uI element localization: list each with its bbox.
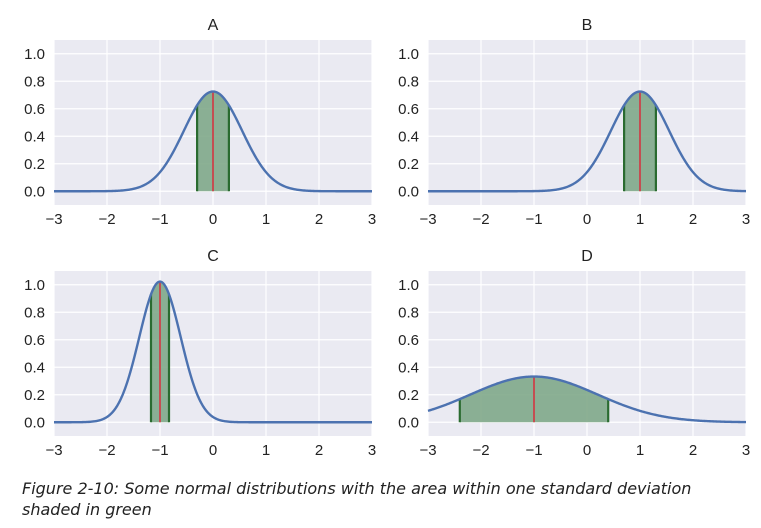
panel-d: −3 −2 −1 0 1 2 3 0.0 0.2 0.4 0.6 0.8 1.0 D xyxy=(398,248,750,459)
y-tick-label: 1.0 xyxy=(398,277,419,294)
density-curve xyxy=(53,90,373,193)
x-tick-label: −2 xyxy=(98,442,115,459)
x-tick-label: −1 xyxy=(151,211,168,228)
x-tick-label: 0 xyxy=(209,211,217,228)
y-tick-label: 0.8 xyxy=(398,304,419,321)
x-tick-label: 0 xyxy=(209,442,217,459)
panel-title: A xyxy=(208,17,219,34)
x-tick-label: 1 xyxy=(636,442,644,459)
x-tick-label: 3 xyxy=(368,211,376,228)
y-tick-label: 0.6 xyxy=(398,332,419,349)
x-tick-label: 2 xyxy=(315,211,323,228)
y-tick-label: 0.0 xyxy=(398,414,419,431)
y-tick-label: 0.2 xyxy=(398,387,419,404)
y-tick-label: 0.4 xyxy=(24,128,45,145)
x-tick-label: −1 xyxy=(525,442,542,459)
y-tick-label: 0.8 xyxy=(24,73,45,90)
y-tick-label: 0.2 xyxy=(24,156,45,173)
density-curve xyxy=(53,280,373,424)
y-tick-label: 0.8 xyxy=(24,304,45,321)
y-tick-label: 0.2 xyxy=(398,156,419,173)
density-curve xyxy=(427,375,747,424)
x-tick-label: 3 xyxy=(742,442,750,459)
x-tick-label: −2 xyxy=(472,442,489,459)
y-tick-label: 1.0 xyxy=(398,46,419,63)
x-tick-label: −3 xyxy=(45,211,62,228)
x-tick-label: 3 xyxy=(368,442,376,459)
x-tick-label: −3 xyxy=(419,211,436,228)
y-tick-label: 0.0 xyxy=(24,183,45,200)
x-tick-label: 2 xyxy=(689,211,697,228)
panel-c: −3 −2 −1 0 1 2 3 0.0 0.2 0.4 0.6 0.8 1.0 C xyxy=(24,248,376,459)
density-curve xyxy=(427,90,747,193)
y-tick-label: 0.4 xyxy=(398,359,419,376)
x-tick-label: 1 xyxy=(262,211,270,228)
panel-title: B xyxy=(582,17,593,34)
y-tick-label: 0.0 xyxy=(24,414,45,431)
y-tick-label: 0.6 xyxy=(24,101,45,118)
x-tick-label: −2 xyxy=(472,211,489,228)
y-tick-label: 0.8 xyxy=(398,73,419,90)
x-tick-label: 2 xyxy=(315,442,323,459)
y-tick-label: 0.6 xyxy=(398,101,419,118)
x-tick-label: 1 xyxy=(262,442,270,459)
x-tick-label: −3 xyxy=(45,442,62,459)
panel-b: −3 −2 −1 0 1 2 3 0.0 0.2 0.4 0.6 0.8 1.0 B xyxy=(398,17,750,228)
x-tick-label: 0 xyxy=(583,442,591,459)
figure: −3 −2 −1 0 1 2 3 0.0 0.2 0.4 0.6 0.8 1.0 A −3 −2 −1 0 1 2 3 0… xyxy=(24,17,750,459)
x-tick-label: −1 xyxy=(525,211,542,228)
y-tick-label: 0.4 xyxy=(24,359,45,376)
figure-caption: Figure 2-10: Some normal distributions w… xyxy=(22,479,692,519)
panel-title: D xyxy=(581,248,593,265)
x-tick-label: 1 xyxy=(636,211,644,228)
panel-title: C xyxy=(207,248,219,265)
panel-a: −3 −2 −1 0 1 2 3 0.0 0.2 0.4 0.6 0.8 1.0 A xyxy=(24,17,376,228)
x-tick-label: −3 xyxy=(419,442,436,459)
y-tick-label: 0.2 xyxy=(24,387,45,404)
y-tick-label: 1.0 xyxy=(24,277,45,294)
x-tick-label: −2 xyxy=(98,211,115,228)
x-tick-label: 3 xyxy=(742,211,750,228)
y-tick-label: 1.0 xyxy=(24,46,45,63)
x-tick-label: −1 xyxy=(151,442,168,459)
x-tick-label: 0 xyxy=(583,211,591,228)
x-tick-label: 2 xyxy=(689,442,697,459)
y-tick-label: 0.6 xyxy=(24,332,45,349)
y-tick-label: 0.0 xyxy=(398,183,419,200)
y-tick-label: 0.4 xyxy=(398,128,419,145)
